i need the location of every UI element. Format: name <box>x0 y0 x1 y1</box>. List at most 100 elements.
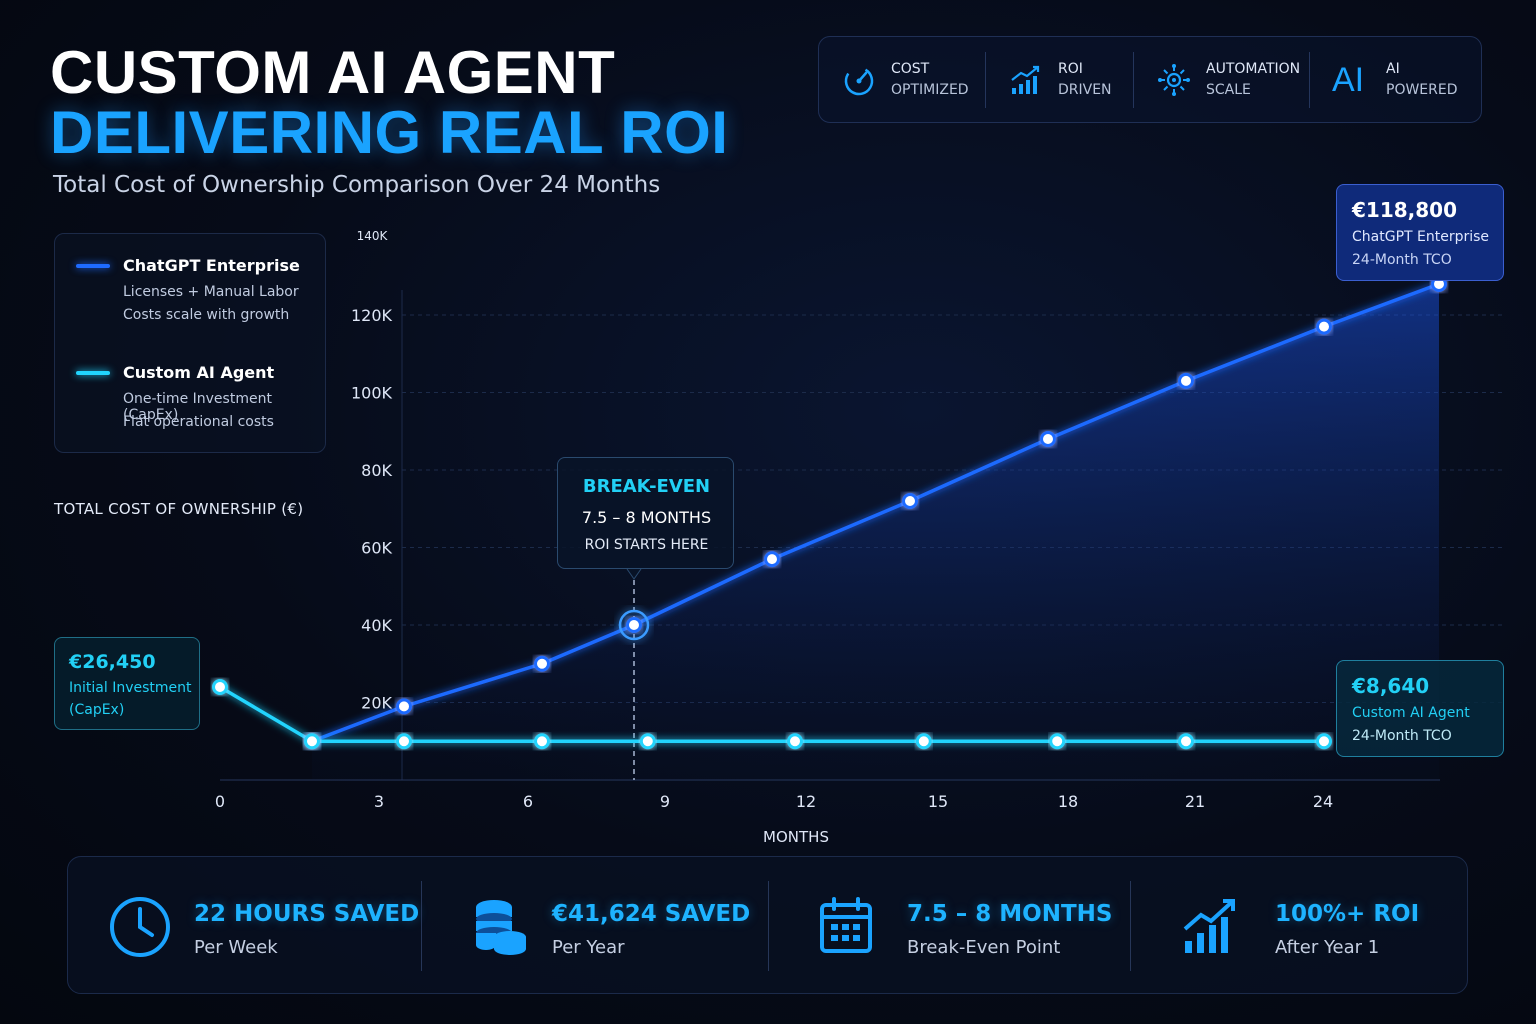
chatgpt-data-point <box>626 617 642 633</box>
stat-value: €41,624 SAVED <box>552 901 751 927</box>
custom-ai-agent-line <box>219 685 1324 743</box>
custom-total-value: €8,640 <box>1352 674 1430 698</box>
chatgpt-total-value: €118,800 <box>1352 198 1458 222</box>
y-tick-label: 80K <box>361 461 392 480</box>
initial-investment-label: Initial Investment <box>69 680 192 696</box>
x-tick-label: 21 <box>1185 792 1205 811</box>
y-tick-label: 20K <box>361 694 392 713</box>
legend-desc-chatgpt-1: Licenses + Manual Labor <box>123 284 299 300</box>
custom-agent-data-point <box>396 733 412 750</box>
legend-desc-chatgpt-2: Costs scale with growth <box>123 307 290 323</box>
chatgpt-data-point <box>1040 431 1056 447</box>
ai-text-icon: AI <box>1332 60 1365 99</box>
badge-line1: AUTOMATION <box>1206 60 1301 77</box>
x-tick-label: 24 <box>1313 792 1333 811</box>
custom-agent-data-point <box>787 733 803 750</box>
break-even-title: BREAK-EVEN <box>582 476 711 497</box>
calendar-icon <box>820 897 872 953</box>
badge-automation-scale: AUTOMATION SCALE <box>1133 51 1309 108</box>
stat-divider <box>768 881 769 971</box>
stat-roi: 100%+ ROI After Year 1 <box>1131 857 1469 995</box>
x-tick-label: 12 <box>796 792 816 811</box>
stat-hours-saved: 22 HOURS SAVED Per Week <box>68 857 420 995</box>
custom-total-sub: 24-Month TCO <box>1352 728 1452 744</box>
stat-label: Per Week <box>194 937 278 958</box>
initial-investment-callout: €26,450 Initial Investment (CapEx) <box>54 637 200 730</box>
custom-agent-data-point <box>1178 733 1194 750</box>
custom-agent-data-point <box>534 733 550 750</box>
badge-ai-powered: AI AI POWERED <box>1309 51 1479 108</box>
stat-value: 100%+ ROI <box>1275 901 1420 927</box>
stat-money-saved: €41,624 SAVED Per Year <box>422 857 767 995</box>
stat-value: 22 HOURS SAVED <box>194 901 420 927</box>
break-even-pointer <box>626 568 642 580</box>
stat-divider <box>421 881 422 971</box>
custom-agent-data-point <box>212 679 228 695</box>
custom-agent-data-point <box>1316 733 1332 750</box>
stat-value: 7.5 – 8 MONTHS <box>907 901 1113 927</box>
break-even-range: 7.5 – 8 MONTHS <box>581 508 712 527</box>
badge-line2: OPTIMIZED <box>891 81 969 98</box>
stat-break-even: 7.5 – 8 MONTHS Break-Even Point <box>769 857 1129 995</box>
page-title-line2: DELIVERING REAL ROI <box>50 99 729 166</box>
summary-stats-bar: 22 HOURS SAVED Per Week €41,624 SAVED Pe… <box>67 856 1468 994</box>
chatgpt-data-point <box>396 698 412 715</box>
badge-line2: DRIVEN <box>1058 81 1112 98</box>
badge-cost-optimized: COST OPTIMIZED <box>819 52 985 108</box>
x-tick-label: 15 <box>928 792 948 811</box>
clock-icon <box>110 897 170 957</box>
stat-label: Break-Even Point <box>907 937 1061 958</box>
stat-label: Per Year <box>552 937 625 958</box>
custom-agent-data-point <box>915 733 932 750</box>
legend-desc-custom-2: Flat operational costs <box>123 414 274 430</box>
x-tick-label: 9 <box>660 792 670 811</box>
badge-line2: POWERED <box>1386 81 1458 98</box>
badge-line1: AI <box>1386 60 1400 77</box>
chatgpt-area-fill <box>312 284 1439 780</box>
network-gear-icon <box>1158 63 1190 96</box>
chatgpt-data-point <box>902 493 918 509</box>
x-tick-label: 3 <box>374 792 384 811</box>
legend-swatch-custom <box>76 371 110 375</box>
badge-roi-driven: ROI DRIVEN <box>985 51 1133 108</box>
legend-swatch-chatgpt <box>76 264 110 268</box>
custom-agent-data-point <box>639 733 656 750</box>
break-even-note: ROI STARTS HERE <box>584 537 709 553</box>
x-tick-label: 6 <box>523 792 533 811</box>
badge-line1: ROI <box>1058 60 1083 77</box>
break-even-highlight-ring <box>618 609 650 641</box>
break-even-callout: BREAK-EVEN 7.5 – 8 MONTHS ROI STARTS HER… <box>557 457 734 569</box>
chatgpt-enterprise-line <box>311 282 1440 743</box>
chatgpt-total-sub: 24-Month TCO <box>1352 252 1452 268</box>
x-axis-title: MONTHS <box>763 828 829 846</box>
x-tick-label: 0 <box>215 792 225 811</box>
x-tick-label: 18 <box>1058 792 1078 811</box>
stat-divider <box>1130 881 1131 971</box>
legend-title-chatgpt: ChatGPT Enterprise <box>123 256 300 275</box>
y-axis-title: TOTAL COST OF OWNERSHIP (€) <box>54 500 304 518</box>
custom-agent-data-point <box>304 733 320 750</box>
y-tick-label-cut: 140K <box>357 229 389 243</box>
page-title-line1: CUSTOM AI AGENT <box>50 39 616 106</box>
initial-investment-sub: (CapEx) <box>69 702 125 718</box>
custom-agent-data-point <box>1049 733 1066 750</box>
custom-total-callout: €8,640 Custom AI Agent 24-Month TCO <box>1336 660 1504 757</box>
y-tick-label: 120K <box>351 306 393 325</box>
legend-desc-custom-1: One-time Investment (CapEx) <box>123 391 272 423</box>
coins-icon <box>476 900 526 955</box>
custom-total-label: Custom AI Agent <box>1352 705 1470 721</box>
stat-label: After Year 1 <box>1275 937 1380 958</box>
y-tick-label: 40K <box>361 616 392 635</box>
y-tick-label: 60K <box>361 539 392 558</box>
chart-legend: ChatGPT Enterprise Licenses + Manual Lab… <box>54 233 326 453</box>
chatgpt-total-callout: €118,800 ChatGPT Enterprise 24-Month TCO <box>1336 184 1504 281</box>
y-tick-label: 100K <box>351 384 393 403</box>
chatgpt-data-point <box>1178 372 1194 389</box>
feature-badges: COST OPTIMIZED ROI DRIVEN AUTOMATION SCA… <box>818 36 1482 123</box>
growth-chart-icon <box>1183 899 1235 953</box>
initial-investment-value: €26,450 <box>69 651 156 673</box>
chatgpt-data-point <box>764 551 780 568</box>
legend-title-custom: Custom AI Agent <box>123 363 275 382</box>
chatgpt-data-point <box>534 655 550 672</box>
chatgpt-total-label: ChatGPT Enterprise <box>1352 229 1490 245</box>
